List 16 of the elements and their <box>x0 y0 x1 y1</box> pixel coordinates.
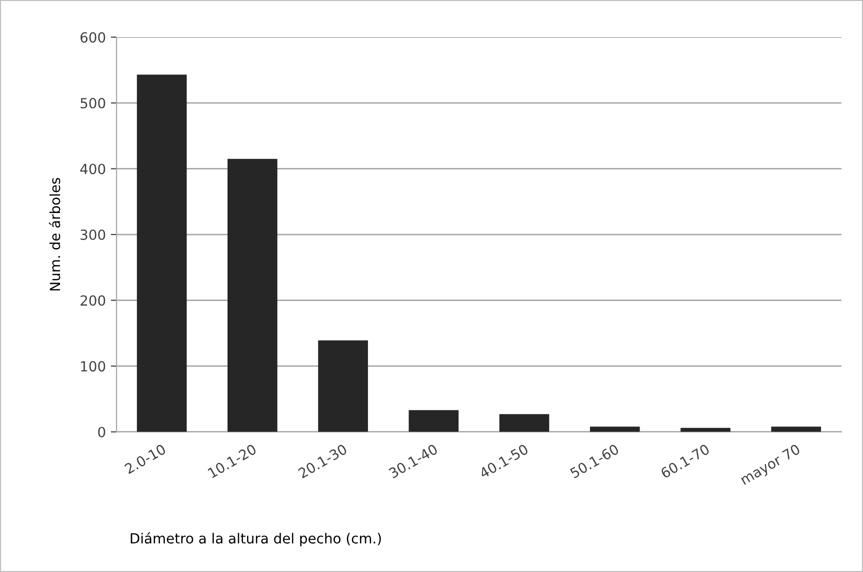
y-tick-label: 0 <box>98 426 106 438</box>
bar <box>771 426 822 432</box>
bar <box>228 158 278 432</box>
y-tick-label: 400 <box>80 164 106 174</box>
y-tick-label: 600 <box>80 32 106 43</box>
y-tick-label: 500 <box>80 98 106 108</box>
y-axis-title: Num. de árboles <box>48 178 60 290</box>
bar <box>499 414 550 432</box>
x-axis-title: Diámetro a la altura del pecho (cm.) <box>130 532 381 546</box>
bar <box>590 426 640 432</box>
bar <box>136 74 187 432</box>
y-tick-label: 100 <box>81 361 106 372</box>
y-tick-label: 200 <box>80 295 106 306</box>
bar <box>318 340 368 432</box>
y-tick-label: 300 <box>80 229 106 240</box>
bar <box>408 410 459 432</box>
